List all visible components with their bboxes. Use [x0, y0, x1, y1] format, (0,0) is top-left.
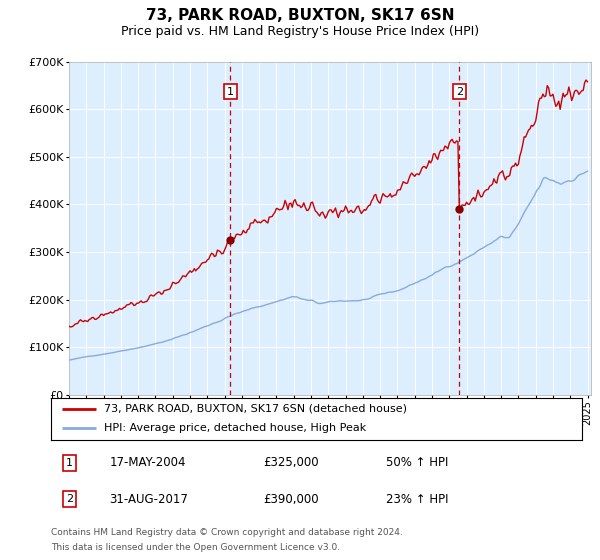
Text: 73, PARK ROAD, BUXTON, SK17 6SN: 73, PARK ROAD, BUXTON, SK17 6SN — [146, 8, 454, 24]
Text: Price paid vs. HM Land Registry's House Price Index (HPI): Price paid vs. HM Land Registry's House … — [121, 25, 479, 38]
Text: 73, PARK ROAD, BUXTON, SK17 6SN (detached house): 73, PARK ROAD, BUXTON, SK17 6SN (detache… — [104, 404, 407, 414]
Text: This data is licensed under the Open Government Licence v3.0.: This data is licensed under the Open Gov… — [51, 543, 340, 552]
Text: 31-AUG-2017: 31-AUG-2017 — [109, 493, 188, 506]
Text: 50% ↑ HPI: 50% ↑ HPI — [386, 456, 448, 469]
Text: HPI: Average price, detached house, High Peak: HPI: Average price, detached house, High… — [104, 423, 367, 433]
Text: £390,000: £390,000 — [263, 493, 319, 506]
Text: 17-MAY-2004: 17-MAY-2004 — [109, 456, 186, 469]
Text: 1: 1 — [66, 458, 73, 468]
Text: 2: 2 — [66, 494, 73, 504]
Text: 1: 1 — [227, 87, 234, 96]
Text: 23% ↑ HPI: 23% ↑ HPI — [386, 493, 448, 506]
Text: Contains HM Land Registry data © Crown copyright and database right 2024.: Contains HM Land Registry data © Crown c… — [51, 528, 403, 536]
Text: £325,000: £325,000 — [263, 456, 319, 469]
Text: 2: 2 — [456, 87, 463, 96]
